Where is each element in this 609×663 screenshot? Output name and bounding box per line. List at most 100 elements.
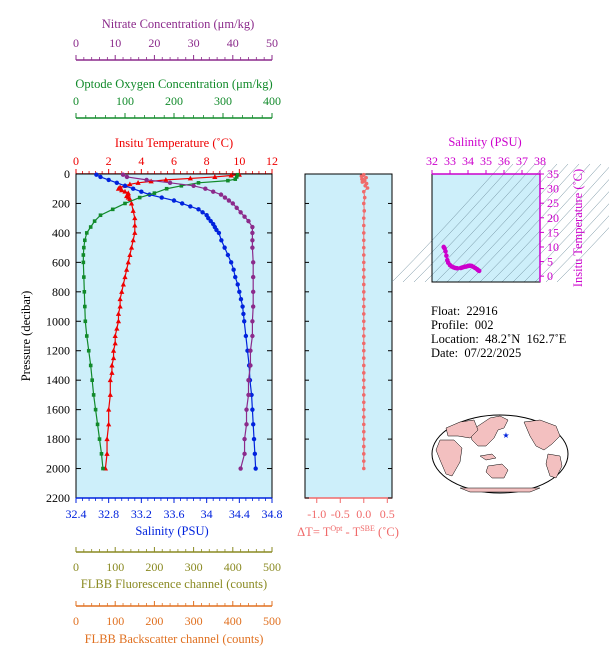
nitrate-tick-label: 10 bbox=[109, 36, 121, 50]
delta-t-tick-label: -0.5 bbox=[331, 507, 350, 521]
temperature-point bbox=[127, 196, 133, 202]
ts-x-tick-label: 33 bbox=[444, 154, 456, 168]
ts-x-tick-label: 34 bbox=[462, 154, 474, 168]
backscatter-tick-label: 300 bbox=[185, 614, 203, 628]
delta-t-point bbox=[363, 183, 367, 188]
salinity-point bbox=[238, 296, 244, 302]
nitrate-point bbox=[250, 245, 255, 250]
temperature-tick-label: 12 bbox=[266, 154, 278, 168]
main-plot-area bbox=[75, 173, 273, 499]
delta-t-point bbox=[361, 290, 366, 294]
oxygen-point bbox=[82, 245, 86, 250]
salinity-point bbox=[241, 311, 246, 317]
delta-t-point bbox=[361, 348, 366, 353]
temperature-point bbox=[109, 370, 115, 375]
nitrate-point bbox=[222, 195, 228, 200]
fluorescence-tick-label: 500 bbox=[263, 560, 281, 574]
nitrate-point bbox=[211, 189, 216, 194]
nitrate-point bbox=[242, 214, 247, 219]
temperature-tick-label: 0 bbox=[73, 154, 79, 168]
temperature-axis-title: Insitu Temperature (˚C) bbox=[115, 136, 233, 150]
temperature-point bbox=[104, 451, 110, 456]
ts-temperature-title: Insitu Temperature (˚C) bbox=[571, 169, 585, 287]
delta-t-tick-label: 0.5 bbox=[380, 507, 395, 521]
nitrate-tick-label: 0 bbox=[73, 36, 79, 50]
nitrate-point bbox=[250, 333, 255, 339]
map-land-north-america bbox=[523, 419, 561, 451]
nitrate-point bbox=[250, 274, 256, 280]
nitrate-point bbox=[218, 192, 224, 197]
temperature-point bbox=[127, 252, 133, 257]
temperature-axis: 0 2 4 6 8 10 12 bbox=[73, 154, 278, 175]
temperature-point bbox=[187, 175, 193, 181]
pressure-tick-label: 200 bbox=[52, 196, 70, 210]
oxygen-tick-label: 300 bbox=[214, 94, 232, 108]
nitrate-point bbox=[238, 210, 243, 215]
temperature-tick-label: 6 bbox=[171, 154, 177, 168]
oxygen-point bbox=[226, 178, 230, 183]
ts-y-tick-label: 5 bbox=[547, 255, 553, 269]
fluorescence-tick-label: 400 bbox=[224, 560, 242, 574]
temperature-point bbox=[120, 281, 126, 287]
ts-y-tick-label: 20 bbox=[547, 211, 559, 225]
oxygen-point bbox=[95, 422, 100, 427]
oxygen-point bbox=[137, 195, 142, 200]
nitrate-line bbox=[122, 174, 254, 469]
delta-t-point bbox=[359, 174, 364, 179]
temperature-point bbox=[117, 296, 123, 302]
ts-x-tick-label: 37 bbox=[516, 154, 528, 168]
delta-t-point bbox=[361, 444, 366, 449]
temperature-point bbox=[106, 421, 112, 427]
temperature-tick-label: 2 bbox=[106, 154, 112, 168]
salinity-point bbox=[237, 289, 242, 295]
backscatter-axis: 0 100 200 300 400 500 bbox=[73, 601, 281, 628]
oxygen-point bbox=[99, 452, 104, 456]
temperature-point bbox=[127, 181, 133, 187]
delta-t-point bbox=[361, 429, 366, 434]
salinity-point bbox=[196, 207, 201, 212]
salinity-point bbox=[106, 177, 111, 183]
pressure-tick-label: 400 bbox=[52, 226, 70, 240]
salinity-point bbox=[98, 174, 103, 180]
oxygen-axis-title: Optode Oxygen Concentration (μm/kg) bbox=[75, 77, 272, 91]
delta-t-point bbox=[361, 275, 366, 279]
delta-t-tick-label: 0.0 bbox=[356, 507, 371, 521]
ts-density-contour bbox=[391, 163, 503, 283]
nitrate-point bbox=[246, 377, 251, 383]
delta-t-point bbox=[361, 297, 366, 301]
oxygen-point bbox=[88, 225, 93, 229]
oxygen-point bbox=[164, 186, 169, 191]
salinity-point bbox=[251, 436, 257, 442]
oxygen-point bbox=[235, 172, 240, 177]
oxygen-point bbox=[234, 175, 239, 179]
fluorescence-tick-label: 0 bbox=[73, 560, 79, 574]
delta-t-axis: -1.0 -0.5 0.0 0.5 bbox=[305, 173, 395, 521]
nitrate-point bbox=[242, 451, 247, 457]
oxygen-axis: 0 100 200 300 400 bbox=[73, 94, 281, 119]
backscatter-axis-title: FLBB Backscatter channel (counts) bbox=[85, 632, 264, 646]
ts-y-tick-label: 35 bbox=[547, 167, 559, 181]
oxygen-point bbox=[86, 348, 91, 353]
salinity-point bbox=[253, 466, 258, 471]
temperature-point bbox=[119, 289, 125, 294]
ts-x-tick-label: 38 bbox=[534, 154, 546, 168]
nitrate-point bbox=[250, 230, 255, 236]
delta-t-point bbox=[361, 223, 366, 228]
nitrate-point bbox=[246, 392, 251, 398]
oxygen-point bbox=[82, 275, 86, 279]
delta-t-point bbox=[361, 282, 366, 287]
ts-density-contour bbox=[446, 163, 558, 283]
pressure-tick-label: 2000 bbox=[46, 462, 70, 476]
pressure-tick-label: 1400 bbox=[46, 373, 70, 387]
oxygen-point bbox=[179, 183, 184, 188]
map-land-europe bbox=[445, 419, 479, 439]
nitrate-point bbox=[203, 186, 208, 191]
pressure-tick-label: 600 bbox=[52, 255, 70, 269]
nitrate-point bbox=[242, 436, 247, 442]
ts-y-tick-label: 0 bbox=[547, 269, 553, 283]
ts-point bbox=[476, 268, 482, 274]
delta-t-point bbox=[361, 393, 366, 397]
oxygen-tick-label: 0 bbox=[73, 94, 79, 108]
delta-t-point bbox=[361, 437, 366, 441]
temperature-point bbox=[132, 215, 138, 221]
